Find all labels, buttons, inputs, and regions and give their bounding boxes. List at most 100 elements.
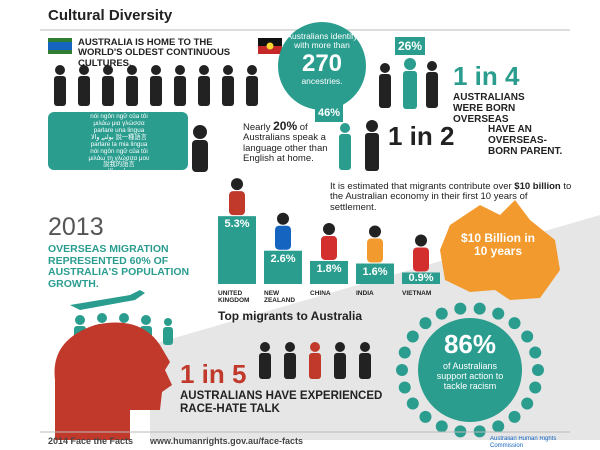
flag-aboriginal: [258, 46, 282, 54]
support-circle: [418, 318, 522, 422]
badge-text: 26%: [397, 39, 423, 53]
ancestries-circle: [278, 22, 366, 110]
ring-person: [419, 410, 432, 423]
bar: [356, 263, 394, 284]
chart-title: Top migrants to Australia: [218, 309, 363, 323]
text: of Australians speak a language other th…: [243, 122, 328, 165]
bar: [264, 250, 302, 284]
bubble-line: nói ngôn ngữ của tôi: [90, 113, 148, 120]
ring-person: [529, 381, 542, 394]
bar: [218, 216, 256, 284]
ring-person: [532, 364, 544, 376]
bubble-line: بولنے والا 說一種語言: [91, 133, 147, 141]
category-label: INDIA: [356, 290, 374, 297]
figure-head: [415, 234, 427, 247]
people-race: [259, 342, 371, 379]
text: It is estimated that migrants contribute…: [330, 181, 515, 192]
figure-body: [321, 235, 337, 260]
footer-text: 2014 Face the Facts: [48, 436, 134, 446]
ring-person: [454, 425, 467, 438]
category-label: NEW ZEALAND: [264, 290, 296, 305]
badge: [315, 104, 343, 122]
ring-person: [473, 425, 486, 438]
category-label: VIETNAM: [402, 290, 432, 297]
badge-text: 46%: [317, 107, 341, 119]
text: 20%: [273, 119, 298, 133]
ring-person: [473, 302, 486, 315]
bubble-line: μιλάω τη γλώσσα μου: [88, 154, 150, 162]
text: Nearly: [243, 122, 274, 133]
languages-text: Nearly 20% of Australians speak a langua…: [243, 119, 343, 165]
stat: 86%: [443, 329, 497, 359]
speech-bubble: [48, 112, 188, 170]
bar-chart: [218, 178, 440, 284]
ring-person: [521, 397, 534, 410]
figure-body: [275, 225, 291, 250]
ring-person: [419, 317, 432, 330]
ring-person: [521, 330, 534, 343]
value-label: 2.6%: [270, 252, 296, 265]
bar: [310, 260, 348, 284]
map-text: $10 Billion in 10 years: [460, 231, 535, 259]
ring-person: [508, 410, 521, 423]
figure-body: [229, 191, 245, 216]
year: 2013: [48, 213, 104, 241]
flag-aboriginal: [266, 42, 274, 50]
figure-body: [413, 247, 429, 272]
bubble-line: parlare la mia lingua: [90, 140, 148, 148]
bubble-line: 說我的語言: [103, 161, 135, 169]
bubble-line: nói ngôn ngữ của tôi: [90, 147, 148, 155]
text: to the Australian economy in their first…: [330, 181, 572, 213]
indigenous-text: AUSTRALIA IS HOME TO THE WORLD'S OLDEST …: [78, 37, 231, 69]
ancestries-number: 270: [301, 49, 343, 77]
bubble-line: μιλάω μια γλώσσα: [93, 119, 145, 127]
migration-text: OVERSEAS MIGRATION REPRESENTED 60% OF AU…: [48, 243, 190, 290]
footer-org: Australian Human Rights Commission: [490, 436, 557, 449]
economy-text: It is estimated that migrants contribute…: [330, 181, 575, 213]
multilingual-text: nói ngôn ngữ của tôi μιλάω μια γλώσσα parl…: [55, 113, 183, 176]
figure-body: [367, 238, 383, 263]
flag-aboriginal: [258, 38, 282, 46]
ring-person: [492, 420, 505, 433]
figure-head: [369, 225, 381, 238]
speakers: [192, 125, 208, 172]
australia-map: [440, 200, 560, 300]
category-label: UNITED KINGDOM: [218, 290, 250, 305]
value-label: 5.3%: [224, 218, 250, 231]
ring-person: [454, 302, 467, 315]
bar: [402, 272, 440, 284]
ring-person: [492, 307, 505, 320]
figure-head: [277, 212, 289, 225]
text: $10 billion: [514, 181, 561, 192]
parent-group: [339, 120, 379, 171]
bubble-line: parlare una lingua: [93, 126, 145, 134]
head-profile: [54, 322, 172, 440]
figure-head: [231, 178, 243, 191]
value-label: 1.8%: [316, 262, 342, 275]
value-label: 0.9%: [408, 272, 434, 284]
people-group: [379, 58, 438, 109]
ring-person: [398, 381, 411, 394]
stat: 1 in 2: [388, 121, 455, 151]
ancestries-after: ancestries.: [301, 76, 343, 87]
stat: 1 in 5: [180, 359, 247, 389]
people-row: [54, 65, 258, 106]
ring-person: [406, 397, 419, 410]
ring-person: [435, 420, 448, 433]
figure-head: [323, 222, 335, 235]
flag-torres: [48, 42, 72, 50]
value-label: 1.6%: [362, 265, 388, 278]
ring-person: [529, 346, 542, 359]
ring-person: [396, 364, 408, 376]
badge: [395, 37, 425, 55]
stat-text: of Australians support action to tackle …: [436, 361, 504, 391]
category-label: CHINA: [310, 290, 331, 297]
footer-url: www.humanrights.gov.au/face-facts: [150, 436, 304, 446]
title: Cultural Diversity: [48, 7, 173, 24]
ring-person: [406, 330, 419, 343]
stat-text: AUSTRALIANS HAVE EXPERIENCED RACE-HATE T…: [180, 390, 383, 415]
stat-text: HAVE AN OVERSEAS-BORN PARENT.: [488, 124, 563, 157]
ring-person: [398, 346, 411, 359]
